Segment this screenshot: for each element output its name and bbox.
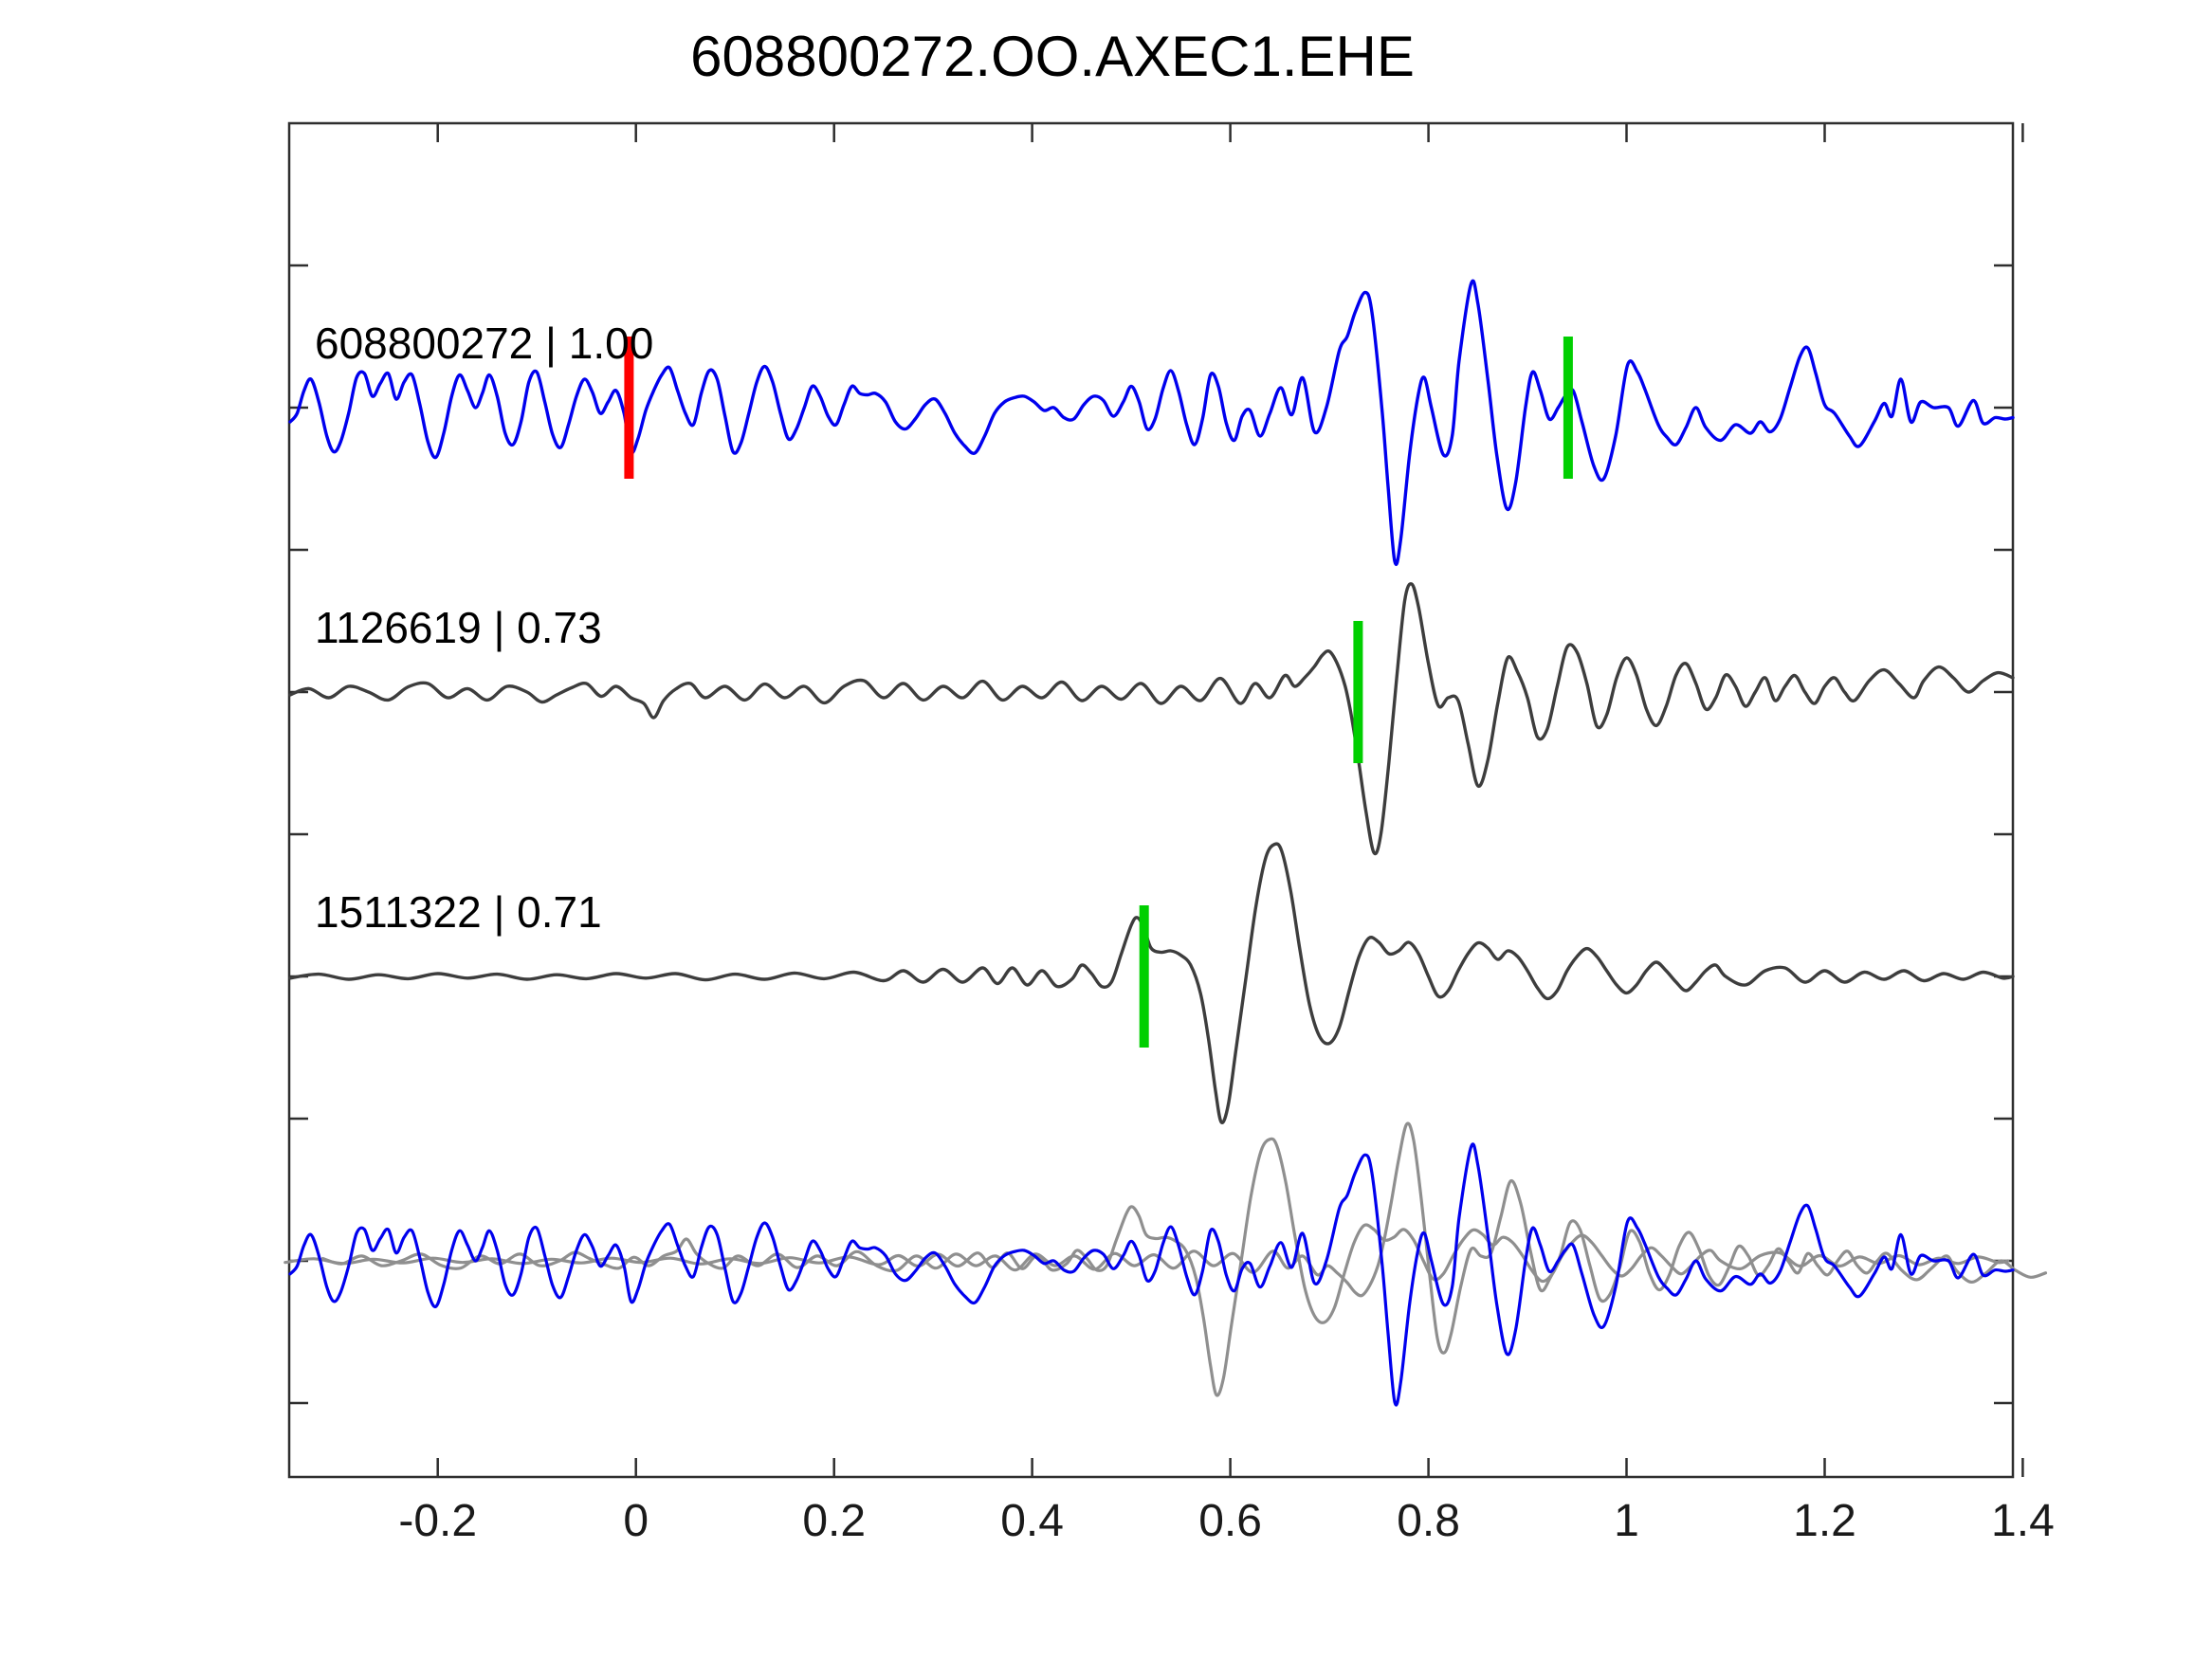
- overlay-trace-1126619: [320, 1121, 2048, 1355]
- waveform-trace-1511322: [288, 842, 2015, 1125]
- x-tick-label: 1.4: [1991, 1496, 2055, 1546]
- overlay-trace-608800272: [288, 1142, 2015, 1407]
- x-tick-label: 1.2: [1793, 1496, 1856, 1546]
- trace-label-608800272: 608800272 | 1.00: [315, 319, 653, 368]
- plot-area: -0.2 0 0.2 0.4 0.6 0.8 1 1.2 1.4 608800272 | 1.00…: [283, 121, 2055, 1546]
- x-tick-label: 1: [1614, 1496, 1639, 1546]
- x-tick-label: -0.2: [398, 1496, 477, 1546]
- x-tick-label: 0.2: [802, 1496, 866, 1546]
- overlay-trace-1511322: [283, 1137, 2010, 1397]
- trace-label-1511322: 1511322 | 0.71: [315, 887, 602, 937]
- x-tick-label: 0.8: [1397, 1496, 1460, 1546]
- waveform-trace-608800272: [288, 279, 2015, 567]
- x-tick-label: 0.4: [1000, 1496, 1064, 1546]
- x-tick-label: 0: [623, 1496, 649, 1546]
- chart-title: 608800272.OO.AXEC1.EHE: [690, 25, 1415, 88]
- plot-box: [287, 121, 2015, 1479]
- trace-label-1126619: 1126619 | 0.73: [315, 603, 602, 652]
- x-tick-label: 0.6: [1198, 1496, 1262, 1546]
